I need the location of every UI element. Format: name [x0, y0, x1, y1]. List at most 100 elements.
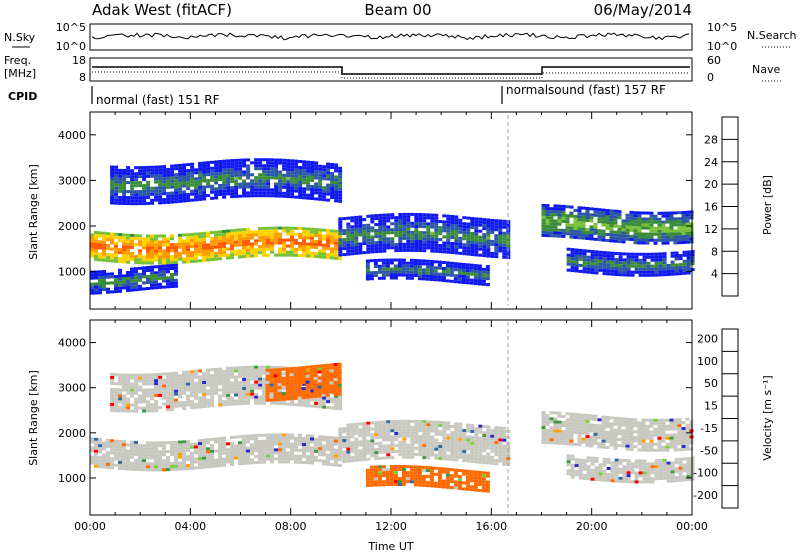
echo-cell — [582, 261, 587, 265]
echo-cell — [142, 465, 146, 469]
echo-cell — [446, 241, 451, 245]
echo-cell — [370, 220, 375, 224]
echo-cell — [194, 238, 198, 242]
echo-cell — [321, 376, 326, 380]
echo-cell — [130, 276, 134, 280]
echo-cell — [154, 385, 159, 389]
echo-cell — [614, 261, 619, 264]
echo-cell — [642, 252, 647, 256]
echo-cell — [661, 226, 666, 230]
echo-cell — [346, 246, 351, 250]
echo-cell — [162, 384, 167, 388]
echo-cell — [494, 459, 499, 463]
echo-cell — [466, 444, 471, 448]
echo-cell — [214, 437, 218, 441]
echo-cell — [402, 242, 407, 246]
echo-cell — [577, 413, 582, 417]
echo-cell — [198, 164, 203, 168]
echo-cell — [678, 269, 683, 273]
echo-cell — [306, 437, 310, 441]
echo-cell — [598, 265, 603, 269]
echo-cell — [254, 446, 258, 450]
echo-cell — [142, 275, 146, 279]
echo-cell — [601, 442, 606, 446]
echo-cell — [162, 273, 166, 277]
echo-cell — [110, 451, 114, 455]
echo-cell — [378, 216, 383, 220]
echo-cell — [269, 371, 274, 375]
echo-cell — [394, 243, 399, 247]
echo-cell — [470, 226, 475, 229]
echo-cell — [142, 243, 146, 247]
echo-cell — [302, 452, 306, 455]
echo-cell — [377, 480, 382, 484]
echo-cell — [166, 240, 170, 244]
y-tick-label: 2000 — [58, 220, 86, 233]
echo-cell — [242, 372, 247, 375]
echo-cell — [377, 276, 382, 280]
echo-cell — [613, 428, 618, 432]
echo-cell — [657, 235, 662, 239]
echo-cell — [430, 219, 435, 223]
echo-cell — [318, 231, 322, 235]
echo-cell — [657, 226, 662, 230]
echo-cell — [354, 431, 359, 435]
echo-cell — [473, 264, 478, 268]
echo-cell — [110, 409, 115, 412]
echo-cell — [625, 234, 630, 238]
echo-cell — [613, 446, 618, 450]
echo-cell — [601, 214, 606, 218]
echo-cell — [138, 266, 142, 270]
echo-cell — [174, 380, 179, 384]
echo-cell — [198, 387, 203, 391]
echo-cell — [373, 274, 378, 277]
echo-cell — [146, 450, 150, 454]
echo-cell — [238, 384, 243, 388]
echo-cell — [350, 423, 355, 427]
echo-cell — [398, 446, 403, 450]
echo-cell — [286, 229, 290, 233]
echo-cell — [338, 430, 343, 434]
echo-cell — [385, 471, 390, 474]
echo-cell — [589, 414, 594, 418]
echo-cell — [449, 273, 454, 277]
echo-cell — [118, 180, 123, 184]
echo-cell — [490, 230, 495, 234]
echo-cell — [258, 371, 263, 375]
echo-cell — [470, 220, 475, 223]
echo-cell — [318, 441, 322, 445]
echo-cell — [154, 376, 159, 380]
echo-cell — [614, 267, 619, 270]
echo-cell — [226, 192, 231, 196]
echo-cell — [474, 439, 479, 443]
echo-cell — [346, 429, 351, 433]
echo-cell — [397, 264, 402, 268]
echo-cell — [638, 267, 643, 271]
echo-cell — [190, 257, 194, 260]
echo-cell — [306, 251, 310, 255]
echo-cell — [289, 367, 294, 371]
echo-cell — [266, 182, 271, 186]
echo-cell — [410, 233, 415, 237]
echo-cell — [350, 447, 355, 451]
echo-cell — [198, 185, 203, 189]
echo-cell — [190, 454, 194, 458]
echo-cell — [370, 214, 375, 218]
echo-cell — [466, 438, 471, 442]
echo-cell — [565, 427, 570, 431]
echo-cell — [94, 243, 98, 246]
echo-cell — [589, 423, 594, 427]
echo-cell — [474, 232, 479, 236]
echo-cell — [154, 444, 158, 448]
echo-cell — [429, 272, 434, 275]
echo-cell — [662, 273, 667, 277]
echo-cell — [458, 431, 463, 435]
echo-cell — [206, 161, 211, 165]
echo-cell — [378, 423, 383, 427]
echo-cell — [138, 272, 142, 276]
echo-cell — [190, 239, 194, 242]
echo-cell — [170, 267, 174, 270]
echo-cell — [226, 186, 231, 190]
echo-cell — [330, 256, 334, 260]
echo-cell — [266, 244, 270, 248]
